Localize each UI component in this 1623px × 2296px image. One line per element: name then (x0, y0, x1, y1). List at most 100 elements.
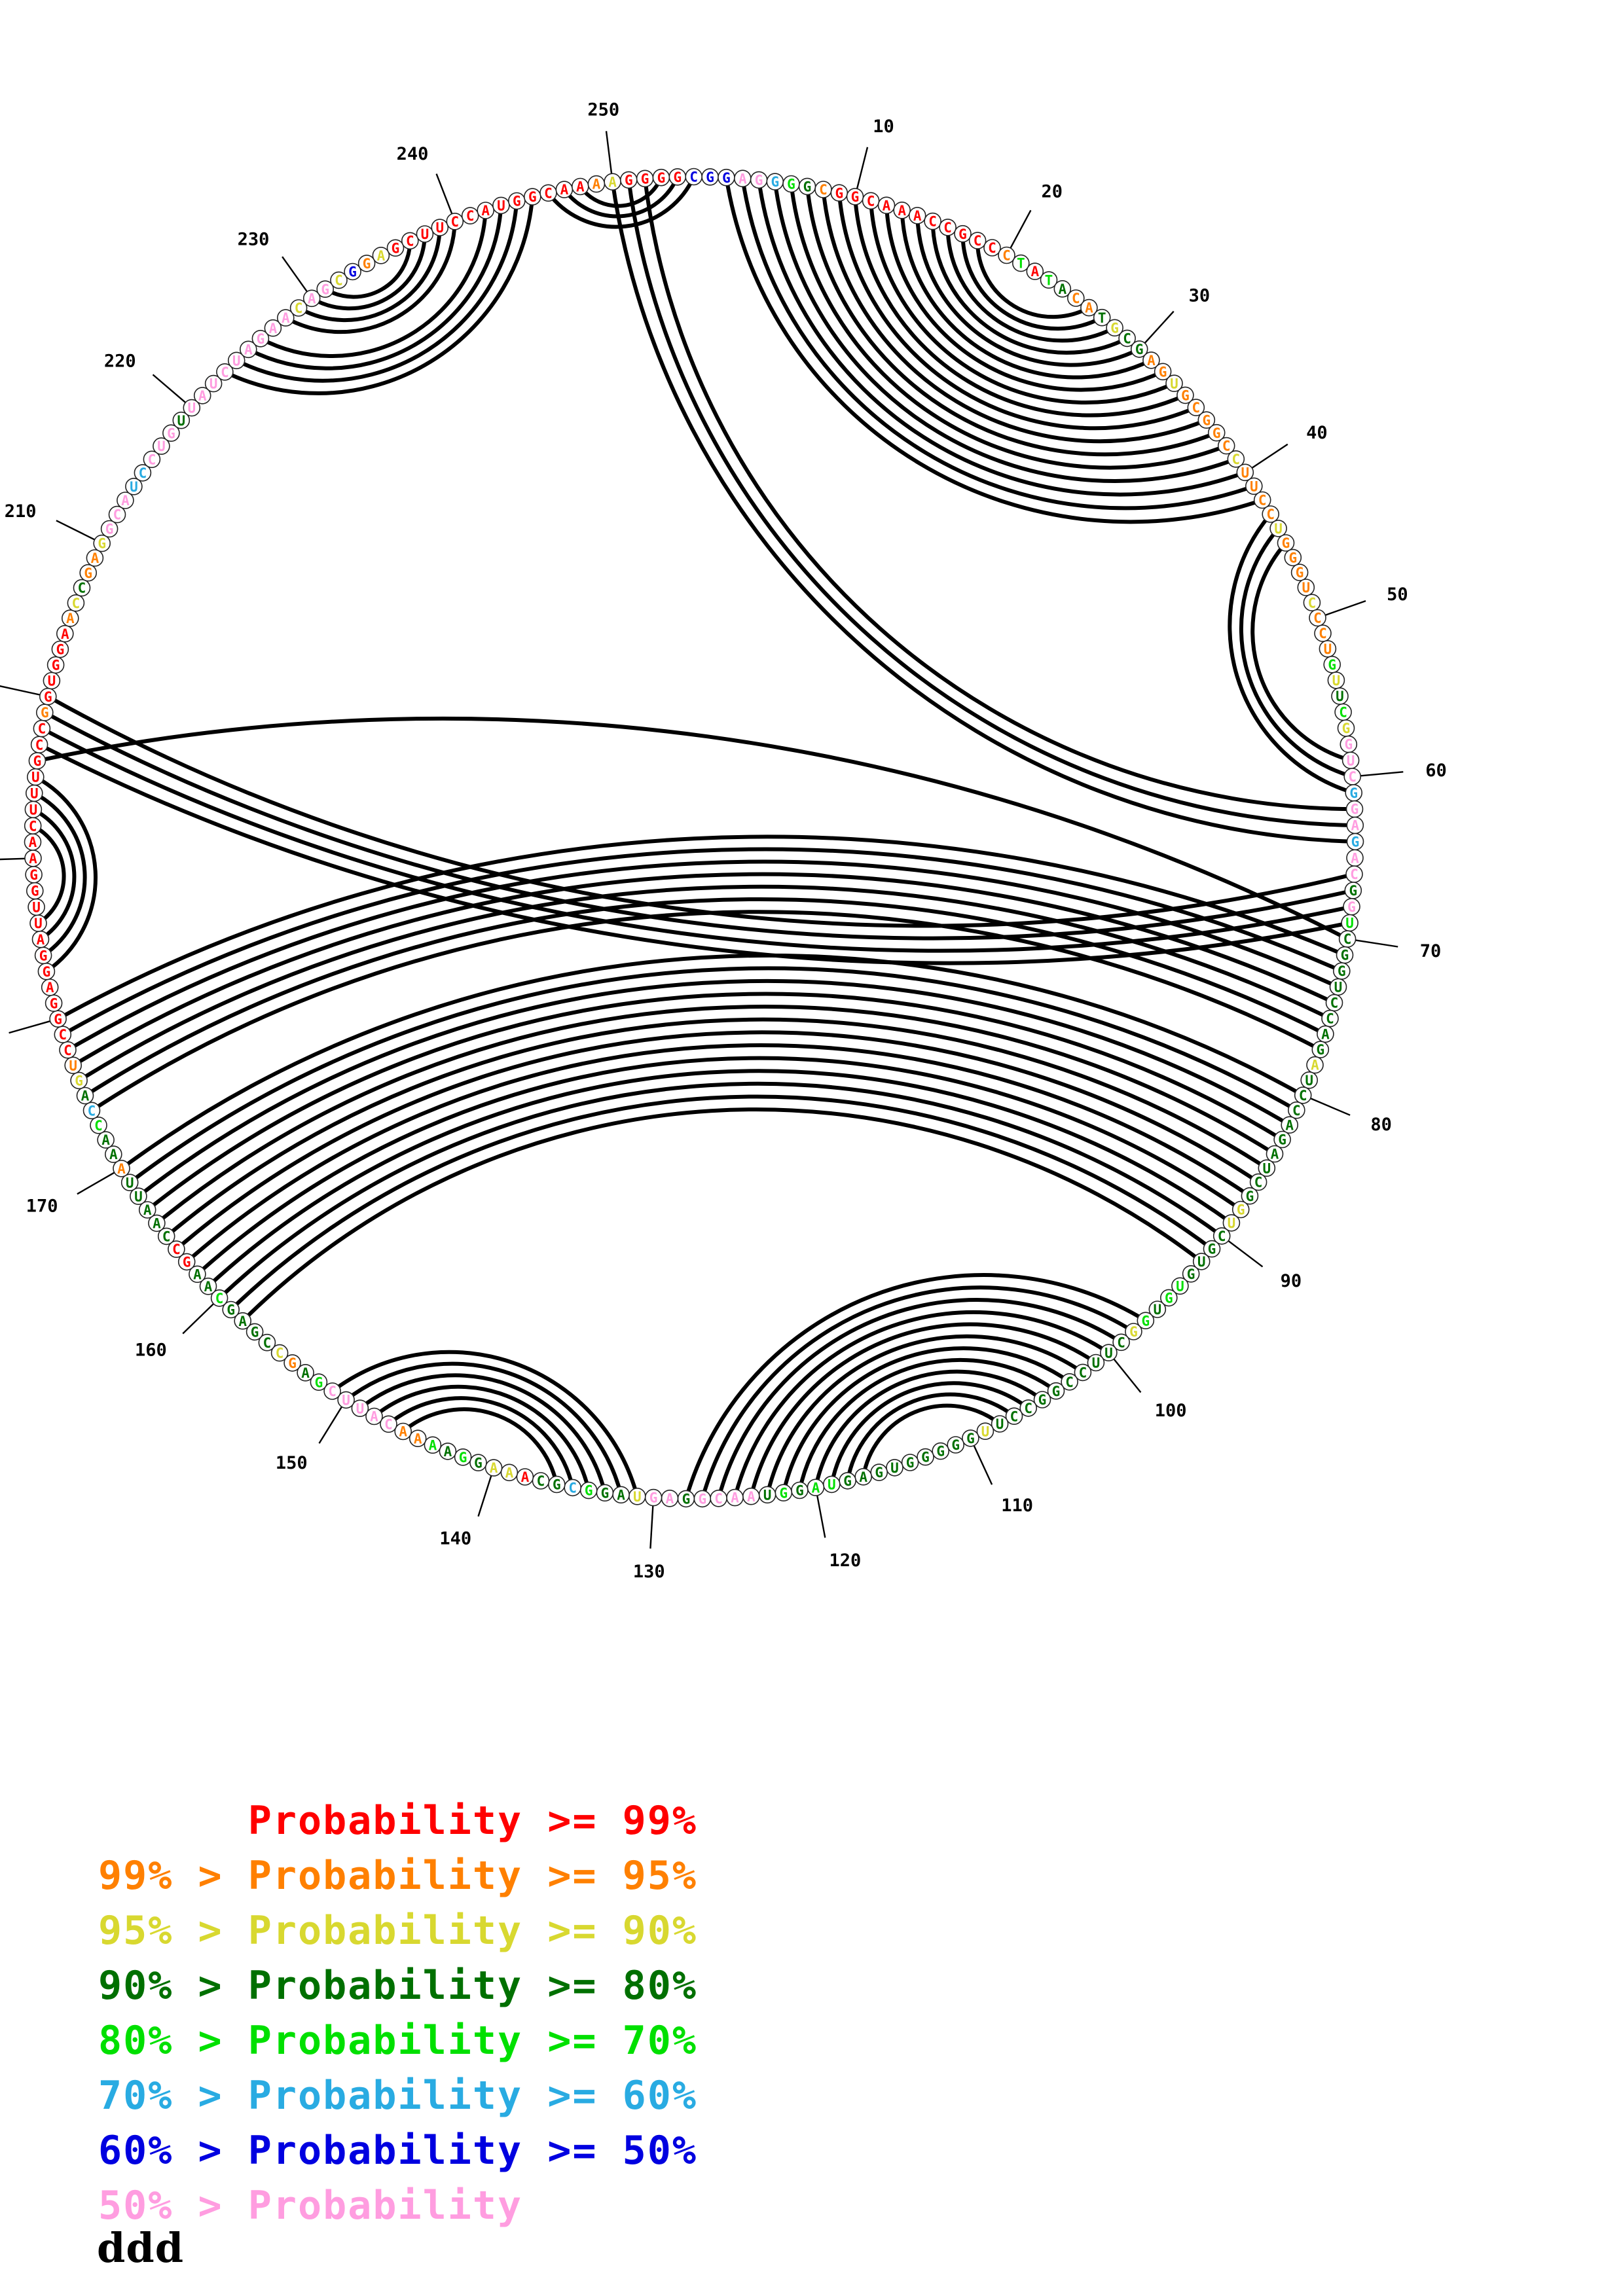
nucleotide-circle (1222, 1214, 1241, 1232)
nucleotide-letter: G (1181, 388, 1190, 404)
nucleotide-letter: U (497, 198, 505, 214)
nucleotide-circle (1262, 505, 1279, 523)
nucleotide-circle (998, 246, 1015, 264)
nucleotide-circle (1269, 520, 1287, 537)
tick-label: 250 (587, 100, 619, 120)
nucleotide-letter: G (44, 689, 52, 705)
nucleotide-letter: U (1302, 580, 1310, 596)
nucleotide-circle (1297, 579, 1315, 596)
tick-line (182, 1303, 214, 1335)
nucleotide-letter: G (755, 173, 763, 188)
nucleotide-circle (1137, 1312, 1155, 1329)
base-pair-arc (33, 775, 98, 974)
nucleotide-circle (148, 1214, 166, 1232)
tick-line (152, 374, 186, 403)
base-pair-arc (217, 1081, 1224, 1300)
nucleotide-letter: C (714, 1491, 723, 1507)
nucleotide-circle (120, 1174, 139, 1191)
nucleotide-circle (79, 564, 97, 582)
nucleotide-letter: A (414, 1431, 422, 1446)
nucleotide-letter: A (198, 388, 207, 404)
nucleotide-circle (258, 1333, 276, 1352)
nucleotide-letter: A (399, 1424, 407, 1440)
nucleotide-letter: G (1288, 550, 1297, 566)
nucleotide-letter: C (172, 1242, 181, 1257)
nucleotide-letter: U (1241, 465, 1249, 480)
nucleotide-circle (365, 1407, 383, 1426)
base-pair-arc (310, 232, 427, 311)
nucleotide-circle (968, 232, 987, 249)
nucleotide-circle (1281, 1116, 1298, 1134)
nucleotide-letter: C (406, 234, 414, 249)
nucleotide-circle (1213, 1227, 1231, 1245)
tick-line (9, 1020, 50, 1034)
nucleotide-letter: C (1348, 769, 1357, 785)
circle-plot-svg: 10 20 30 40 50 60 70 80 90 100 110 120 130 140 150 160 1… (0, 100, 1447, 1582)
nucleotide-letter: G (722, 170, 731, 186)
nucleotide-circle (1019, 1399, 1037, 1417)
nucleotide-letter: G (52, 658, 60, 673)
nucleotide-circle (302, 289, 321, 308)
nucleotide-letter: G (474, 1455, 483, 1471)
nucleotide-letter: C (384, 1416, 393, 1432)
base-pair-arc (357, 1373, 607, 1495)
nucleotide-letter: C (1218, 1229, 1226, 1244)
base-pair-arc (56, 834, 1347, 1021)
nucleotide-letter: C (544, 185, 553, 201)
nucleotide-letter: A (429, 1437, 437, 1453)
nucleotide-circle (877, 196, 896, 215)
nucleotide-letter: U (157, 439, 166, 454)
base-pair-arc (330, 1350, 640, 1499)
nucleotide-letter: A (204, 1279, 213, 1295)
nucleotide-letter: A (747, 1489, 756, 1505)
nucleotide-circle (297, 1364, 314, 1382)
nucleotide-letter: C (1024, 1401, 1032, 1416)
base-pair-arc (700, 1285, 1136, 1501)
nucleotide-letter: U (1104, 1345, 1113, 1361)
base-pair-arc (1228, 512, 1356, 795)
nucleotide-letter: U (32, 900, 41, 916)
nucleotide-letter: U (31, 770, 40, 785)
nucleotide-letter: A (301, 1365, 310, 1381)
legend-row-label: 80% > Probability >= 70% (98, 2018, 697, 2064)
tick-line (1144, 310, 1175, 344)
nucleotide-letter: U (890, 1460, 899, 1476)
base-pair-arc (805, 184, 1219, 457)
nucleotide-letter: A (812, 1480, 820, 1496)
nucleotide-letter: G (1135, 342, 1144, 357)
nucleotide-circle (409, 1429, 427, 1447)
nucleotide-circle (1148, 1300, 1167, 1318)
tick-label: 120 (830, 1551, 862, 1571)
base-pair-arc (155, 1005, 1277, 1225)
legend-row-label: Probability >= 99% (247, 1798, 697, 1844)
nucleotide-circle (1319, 639, 1337, 658)
nucleotide-letter: G (56, 642, 65, 658)
nucleotide-letter: C (1222, 439, 1231, 454)
nucleotide-letter: G (1208, 1242, 1216, 1257)
nucleotide-letter: C (1254, 1175, 1263, 1191)
nucleotide-letter: U (1228, 1215, 1236, 1231)
base-pair-arc (869, 198, 1176, 404)
nucleotide-circle (1176, 386, 1194, 404)
nucleotide-circle (1192, 1253, 1211, 1270)
base-pair-arc (627, 177, 1357, 827)
nucleotide-letter: U (763, 1487, 772, 1503)
nucleotide-markers: G G A G G G G C G G C A A A C C G C C CTATACATGCGAGUGCGGCCU… (24, 168, 1364, 1508)
nucleotide-letter: G (105, 522, 114, 537)
nucleotide-circle (1311, 1041, 1330, 1058)
nucleotide-circle (516, 1468, 534, 1486)
nucleotide-letter: U (1274, 521, 1283, 537)
nucleotide-letter: G (843, 1473, 852, 1489)
nucleotide-circle (153, 437, 170, 455)
nucleotide-letter: C (64, 1043, 72, 1058)
nucleotide-letter: U (69, 1058, 77, 1073)
nucleotide-letter: G (1278, 1132, 1286, 1148)
nucleotide-letter: A (1058, 281, 1067, 297)
nucleotide-letter: G (75, 1073, 83, 1089)
tick-label: 20 (1042, 181, 1063, 202)
nucleotide-letter: A (1285, 1117, 1294, 1133)
base-pair-arc (240, 1107, 1204, 1323)
nucleotide-letter: U (1324, 641, 1332, 657)
nucleotide-circle (125, 477, 143, 495)
nucleotide-letter: G (553, 1477, 561, 1493)
